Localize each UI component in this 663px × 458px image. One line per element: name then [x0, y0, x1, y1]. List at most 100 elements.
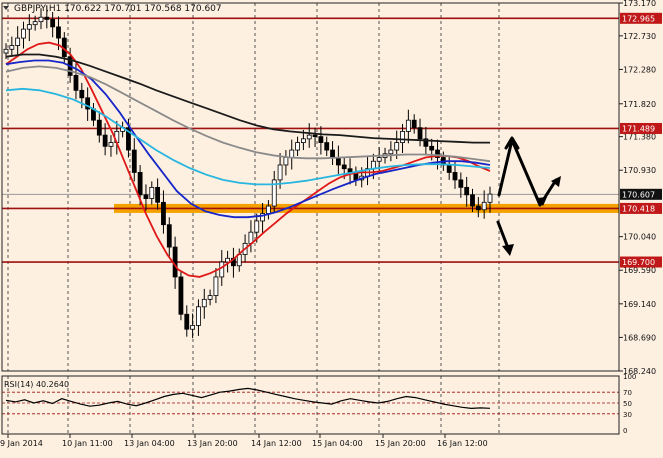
support-price-label-bg [620, 202, 662, 214]
x-tick-label: 15 Jan 20:00 [375, 439, 426, 448]
moving-average-line [5, 53, 490, 144]
axes: 9 Jan 2014 10 Jan 11:00 13 Jan 04:00 13 Jan… [0, 0, 662, 448]
candle-body [126, 127, 131, 151]
candle-body [335, 157, 341, 166]
rsi-level-label: 0 [623, 427, 627, 435]
chart-frame [1, 2, 620, 372]
rsi-level-label: 100 [623, 373, 636, 381]
candles [3, 5, 493, 339]
level-price-label-bg [620, 122, 662, 134]
candle-body [330, 149, 335, 158]
candle-body [475, 205, 481, 211]
y-tick-label: 171.380 [623, 133, 656, 142]
triangle-down-icon[interactable] [3, 6, 9, 10]
y-tick-label: 170.930 [623, 166, 656, 175]
candle-body [9, 45, 15, 50]
candle-body [178, 276, 184, 315]
support-zone-layer [2, 203, 619, 213]
candle-body [318, 136, 324, 143]
candle-body [266, 205, 271, 214]
moving-average-line [5, 87, 491, 186]
candle-body [184, 313, 190, 330]
candle-body [32, 21, 38, 26]
candle-body [277, 164, 283, 181]
y-tick-label: 168.690 [623, 333, 656, 342]
candle-body [446, 164, 452, 173]
candle-body [341, 164, 347, 170]
candle-body [481, 201, 487, 211]
candle-body [260, 213, 265, 222]
candle-body [417, 127, 423, 140]
candle-body [324, 142, 330, 151]
moving-averages [5, 41, 491, 278]
candle-body [271, 179, 277, 207]
level-price-label-bg [620, 12, 662, 24]
y-tick-label: 173.170 [623, 0, 656, 8]
current-price-label: 170.607 [622, 190, 655, 199]
candle-body [79, 89, 85, 99]
candle-body [458, 179, 464, 188]
candle-body [21, 28, 26, 39]
forecast-arrow-down [496, 220, 510, 250]
x-tick-label: 14 Jan 12:00 [251, 439, 302, 448]
candle-body [137, 172, 143, 196]
candle-body [464, 186, 470, 196]
arrowhead-up-icon [551, 176, 561, 187]
candle-body [166, 224, 172, 248]
candle-body [254, 220, 260, 233]
x-tick-label: 13 Jan 04:00 [124, 439, 175, 448]
candle-body [102, 134, 108, 147]
candle-body [411, 119, 417, 129]
rsi-line [5, 387, 491, 410]
y-tick-label: 170.040 [623, 233, 656, 242]
candle-body [429, 145, 435, 151]
rsi-level-label: 70 [623, 389, 632, 397]
candle-body [394, 142, 400, 151]
candle-body [452, 172, 458, 181]
candle-body [300, 138, 306, 143]
candle-body [306, 134, 312, 140]
y-tick-label: 171.820 [623, 100, 656, 109]
candle-body [190, 325, 196, 330]
candle-body [161, 201, 166, 226]
rsi-label: RSI(14) 40.2640 [4, 380, 69, 389]
forecast-arrows [496, 136, 561, 256]
candle-body [207, 295, 213, 300]
candle-body [435, 149, 440, 158]
candle-body [201, 298, 207, 308]
candle-body [423, 138, 429, 147]
x-tick-label: 15 Jan 04:00 [312, 439, 363, 448]
level-price-label: 171.489 [622, 124, 655, 133]
support-price-label: 170.418 [622, 204, 655, 213]
candle-body [155, 186, 161, 203]
candle-body [143, 194, 149, 199]
y-tick-label: 169.140 [623, 300, 656, 309]
candle-body [38, 16, 44, 23]
moving-average-line [5, 41, 491, 278]
y-tick-label: 172.730 [623, 32, 656, 41]
y-tick-label: 169.590 [623, 266, 656, 275]
y-tick-label: 172.280 [623, 65, 656, 74]
candle-body [50, 19, 56, 28]
level-price-label-bg [620, 256, 662, 268]
candle-body [289, 149, 295, 158]
candle-body [96, 119, 102, 136]
level-price-label: 169.700 [622, 258, 655, 267]
x-tick-label: 10 Jan 11:00 [62, 439, 113, 448]
candle-body [196, 306, 201, 326]
current-price-label-bg [620, 188, 662, 200]
header: GBPJPY,H1 170.622 170.701 170.568 170.60… [3, 4, 222, 14]
candle-body [376, 157, 382, 162]
rsi-frame [1, 375, 620, 435]
candle-body [26, 24, 32, 30]
candle-body [44, 16, 50, 20]
x-tick-label: 16 Jan 12:00 [437, 439, 488, 448]
x-tick-label: 9 Jan 2014 [0, 439, 43, 448]
arrowhead-down-icon [502, 244, 514, 256]
candle-body [3, 48, 9, 54]
candle-body [56, 26, 61, 39]
arrowhead-down-icon [537, 197, 547, 206]
